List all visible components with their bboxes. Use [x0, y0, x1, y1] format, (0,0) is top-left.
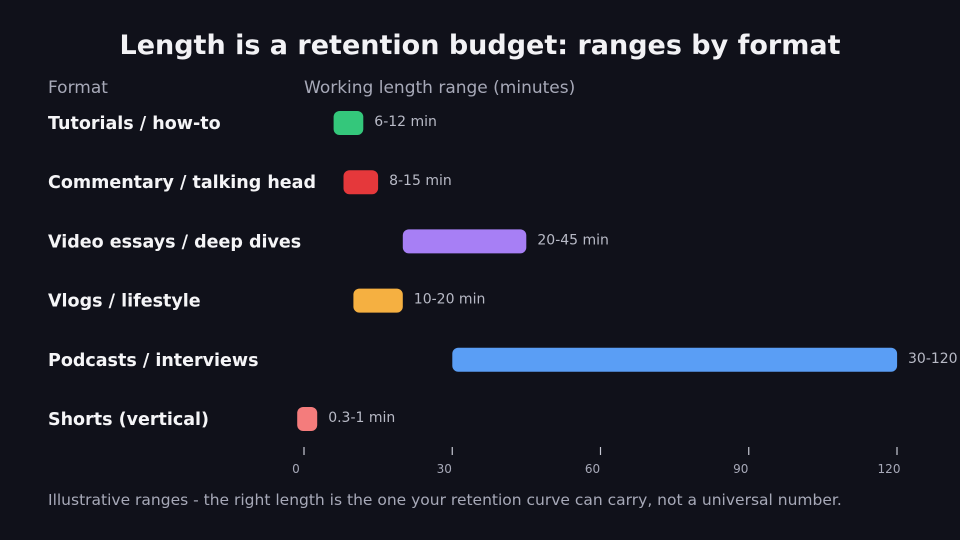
- range-bar: [333, 111, 364, 135]
- category-label: Video essays / deep dives: [48, 232, 301, 252]
- category-label: Tutorials / how-to: [48, 114, 221, 134]
- category-label: Shorts (vertical): [48, 410, 209, 430]
- category-label: Vlogs / lifestyle: [48, 292, 201, 312]
- x-tick-label: 0: [292, 462, 300, 476]
- chart-title: Length is a retention budget: ranges by …: [119, 30, 841, 61]
- range-label: 10-20 min: [414, 292, 486, 308]
- range-label: 8-15 min: [389, 173, 452, 189]
- range-label: 30-120 min: [908, 351, 960, 367]
- range-bar: [402, 229, 527, 254]
- range-bar: [452, 347, 898, 372]
- range-bar: [343, 170, 379, 195]
- x-tick-label: 90: [733, 462, 748, 476]
- range-bar: [353, 288, 403, 313]
- x-tick-label: 60: [585, 462, 600, 476]
- x-tick-label: 30: [437, 462, 452, 476]
- range-label: 20-45 min: [537, 232, 609, 248]
- range-bar: [297, 407, 318, 431]
- category-label: Podcasts / interviews: [48, 351, 259, 371]
- footnote: Illustrative ranges - the right length i…: [48, 491, 842, 509]
- x-axis-label: Working length range (minutes): [304, 78, 576, 98]
- category-label: Commentary / talking head: [48, 173, 316, 193]
- x-tick-label: 120: [878, 462, 901, 476]
- category-header: Format: [48, 78, 108, 98]
- range-label: 6-12 min: [374, 114, 437, 130]
- range-label: 0.3-1 min: [328, 410, 395, 426]
